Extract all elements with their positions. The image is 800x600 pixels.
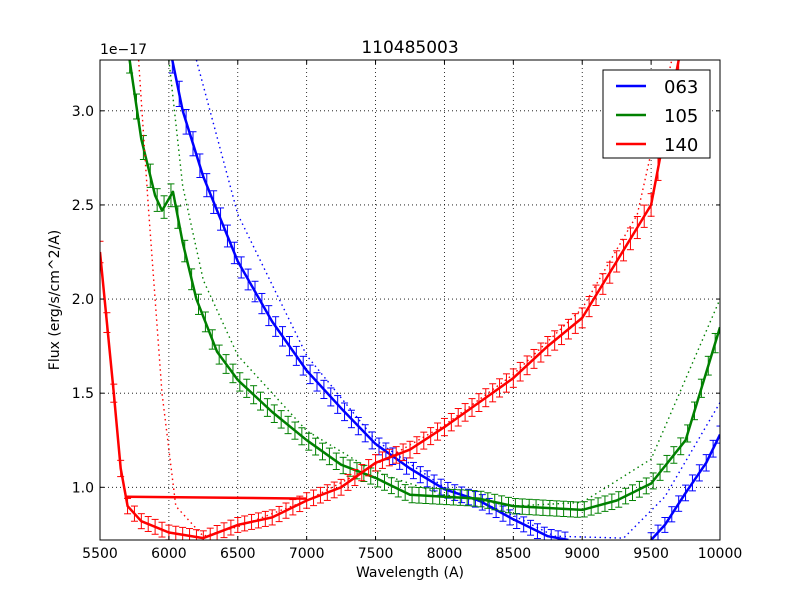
legend-label-105: 105	[664, 106, 698, 127]
x-tick-label: 10000	[698, 546, 743, 562]
connector-line	[124, 495, 307, 500]
data-curve	[650, 434, 720, 540]
y-offset-label: 1e−17	[100, 42, 147, 58]
x-tick-label: 6500	[220, 546, 256, 562]
y-tick-label: 2.0	[72, 292, 94, 308]
y-axis-ticks: 1.0 1.5 2.0 2.5 3.0	[72, 104, 720, 496]
x-tick-label: 6000	[151, 546, 187, 562]
x-axis-label: Wavelength (A)	[356, 565, 464, 581]
data-curve	[100, 60, 680, 540]
axes-frame	[99, 59, 721, 541]
legend-entry-105: 105	[616, 106, 698, 127]
y-tick-label: 1.0	[72, 480, 94, 496]
x-tick-label: 8500	[496, 546, 532, 562]
y-axis-label: Flux (erg/s/cm^2/A)	[47, 230, 63, 370]
x-tick-label: 8000	[427, 546, 463, 562]
series-063	[168, 60, 720, 540]
x-tick-label: 7000	[289, 546, 325, 562]
x-tick-label: 7500	[358, 546, 394, 562]
y-tick-label: 1.5	[72, 386, 94, 402]
series-105	[126, 60, 720, 518]
x-tick-label: 9500	[633, 546, 669, 562]
y-tick-label: 2.5	[72, 198, 94, 214]
legend: 063 105 140	[602, 69, 711, 159]
y-tick-label: 3.0	[72, 104, 94, 120]
data-curve	[171, 60, 569, 540]
series-layer	[100, 60, 720, 540]
x-tick-label: 9000	[564, 546, 600, 562]
chart-title: 110485003	[361, 38, 458, 58]
x-axis-ticks: 5500 6000 6500 7000 7500 8000 8500 9000 9500 1000…	[82, 60, 742, 562]
model-curve	[168, 60, 720, 507]
legend-label-140: 140	[664, 135, 698, 156]
legend-entry-063: 063	[616, 77, 698, 98]
legend-label-063: 063	[664, 77, 698, 98]
x-tick-label: 5500	[82, 546, 118, 562]
legend-entry-140: 140	[616, 135, 698, 156]
data-curve	[128, 60, 720, 512]
